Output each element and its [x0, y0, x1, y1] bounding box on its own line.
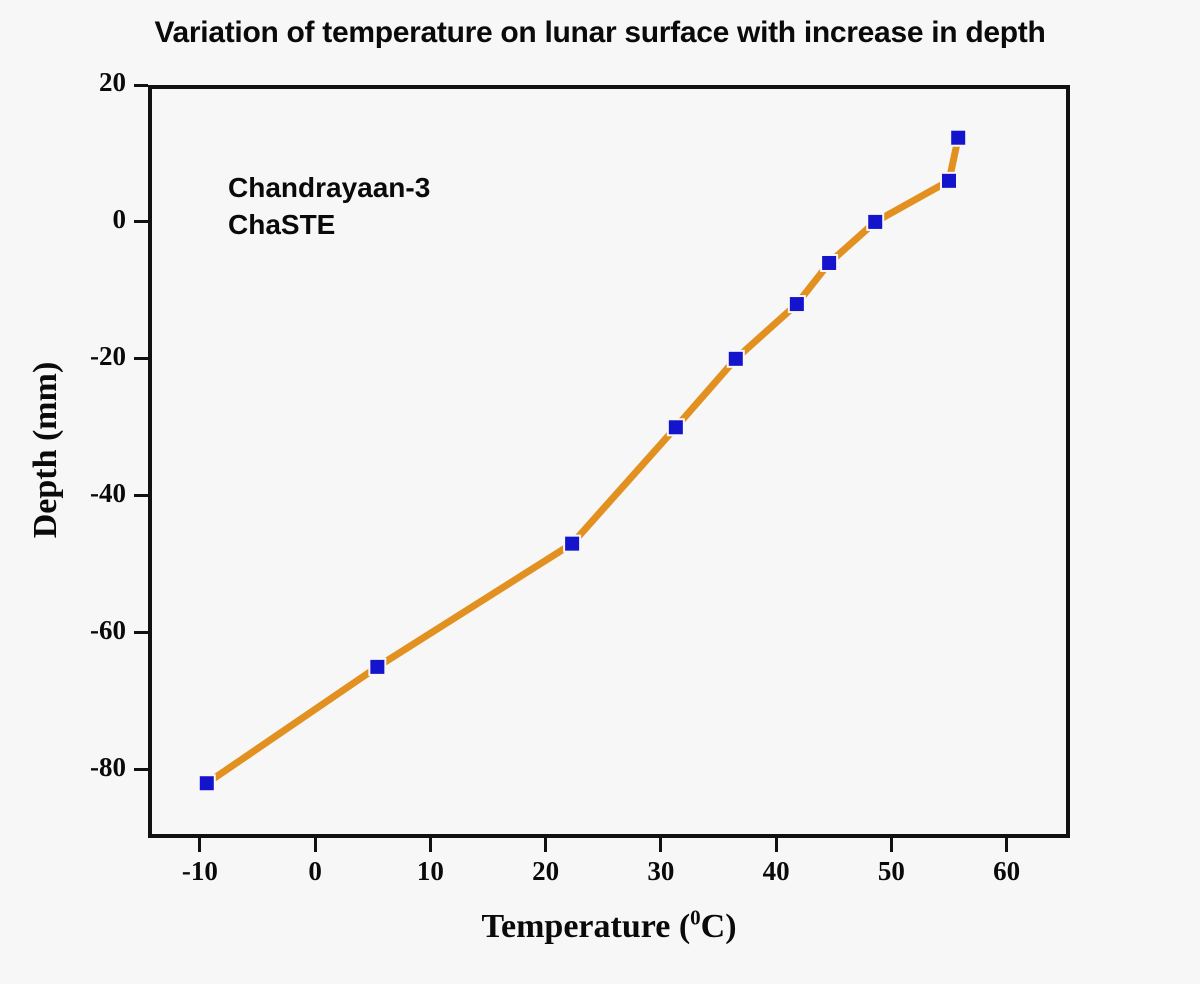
series-markers-chaste	[197, 128, 968, 793]
y-tick-label: -80	[90, 751, 126, 782]
data-point-marker	[941, 173, 956, 188]
x-tick-label: -10	[181, 856, 218, 886]
x-tick-label: 30	[647, 856, 675, 886]
x-tick-mark	[198, 838, 202, 852]
y-tick-label: 0	[112, 203, 127, 234]
data-point-marker	[951, 130, 966, 145]
x-tick-label: 0	[308, 856, 322, 886]
y-tick-mark	[134, 631, 148, 635]
y-tick-mark	[134, 768, 148, 772]
x-tick-mark	[544, 838, 548, 852]
data-point-marker	[822, 255, 837, 270]
data-point-marker	[789, 297, 804, 312]
y-tick-mark	[134, 83, 148, 87]
data-point-marker	[868, 214, 883, 229]
degree-superscript: 0	[690, 905, 701, 930]
x-tick-mark	[659, 838, 663, 852]
x-tick-label: 60	[993, 856, 1021, 886]
data-point-marker	[728, 351, 743, 366]
y-tick-mark	[134, 220, 148, 224]
y-tick-mark	[134, 357, 148, 361]
plot-area	[197, 128, 968, 793]
data-point-marker	[370, 659, 385, 674]
x-tick-mark	[428, 838, 432, 852]
y-tick-mark	[134, 494, 148, 498]
y-axis-title: Depth (mm)	[27, 361, 64, 539]
data-point-marker	[668, 420, 683, 435]
y-tick-label: -20	[90, 340, 126, 371]
x-tick-label: 50	[877, 856, 905, 886]
annotation-line-1: Chandrayaan-3	[228, 172, 431, 203]
data-point-marker	[199, 776, 214, 791]
x-axis-title: Temperature (0C)	[148, 905, 1070, 946]
plot-frame	[148, 85, 1070, 838]
x-tick-mark	[774, 838, 778, 852]
chart-title: Variation of temperature on lunar surfac…	[154, 16, 1046, 49]
x-tick-label: 10	[416, 856, 444, 886]
annotation-line-2: ChaSTE	[228, 208, 336, 240]
x-tick-label: 20	[532, 856, 560, 886]
x-tick-mark	[313, 838, 317, 852]
x-axis-title-tail: C)	[700, 908, 737, 945]
x-tick-label: 40	[762, 856, 790, 886]
data-point-marker	[565, 536, 580, 551]
x-tick-mark	[1005, 838, 1009, 852]
series-line-chaste	[203, 134, 962, 787]
y-tick-label: -40	[90, 477, 126, 508]
y-tick-label: -60	[90, 614, 126, 645]
y-tick-label: 20	[99, 67, 126, 97]
x-axis-title-main: Temperature (	[481, 908, 691, 945]
x-tick-mark	[889, 838, 893, 852]
annotation-chandrayaan: Chandrayaan-3 ChaSTE	[228, 170, 430, 244]
